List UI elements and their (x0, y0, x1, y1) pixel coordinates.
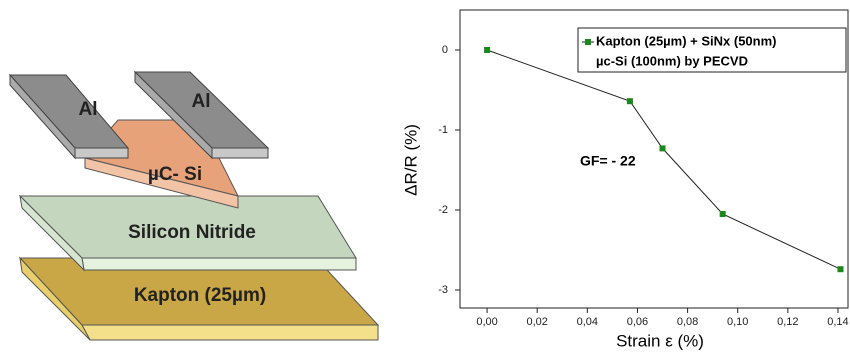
plot-frame (459, 9, 849, 309)
y-axis-label: ΔR/R (%) (401, 124, 420, 196)
y-tick-label: 0 (442, 44, 448, 56)
data-point (837, 266, 844, 273)
data-point (484, 47, 491, 53)
legend-marker (585, 39, 591, 45)
data-point (659, 145, 666, 152)
series-line (486, 49, 841, 270)
y-tick-label: -3 (438, 284, 448, 296)
layer-label: Al (79, 99, 98, 120)
x-axis-label: Strain ε (%) (616, 331, 704, 350)
legend-entry: Kapton (25µm) + SiNx (50nm) (596, 33, 777, 48)
y-tick-label: -2 (438, 204, 448, 216)
data-point (719, 211, 726, 217)
nitride-layer (18, 194, 357, 272)
al-pad (8, 73, 130, 160)
al-pad (133, 70, 270, 160)
x-tick-label: 0,00 (476, 316, 497, 328)
data-point (626, 98, 633, 105)
x-tick-label: 0,06 (627, 316, 648, 328)
x-tick-label: 0,12 (777, 316, 798, 328)
kapton-layer (18, 256, 380, 341)
layer-label: Kapton (25µm) (134, 285, 266, 306)
x-tick-label: 0,08 (677, 316, 698, 328)
x-tick-label: 0,04 (577, 316, 598, 328)
legend-note: µc-Si (100nm) by PECVD (596, 53, 748, 68)
layer-label: µC- Si (148, 164, 202, 185)
legend-box (577, 27, 847, 73)
layer-label: Al (192, 91, 211, 112)
y-tick-label: -1 (438, 124, 448, 136)
x-tick-label: 0,14 (827, 316, 848, 328)
x-tick-label: 0,10 (727, 316, 748, 328)
annotation: GF= - 22 (580, 153, 636, 169)
x-tick-label: 0,02 (526, 316, 547, 328)
layer-label: Silicon Nitride (128, 222, 256, 243)
